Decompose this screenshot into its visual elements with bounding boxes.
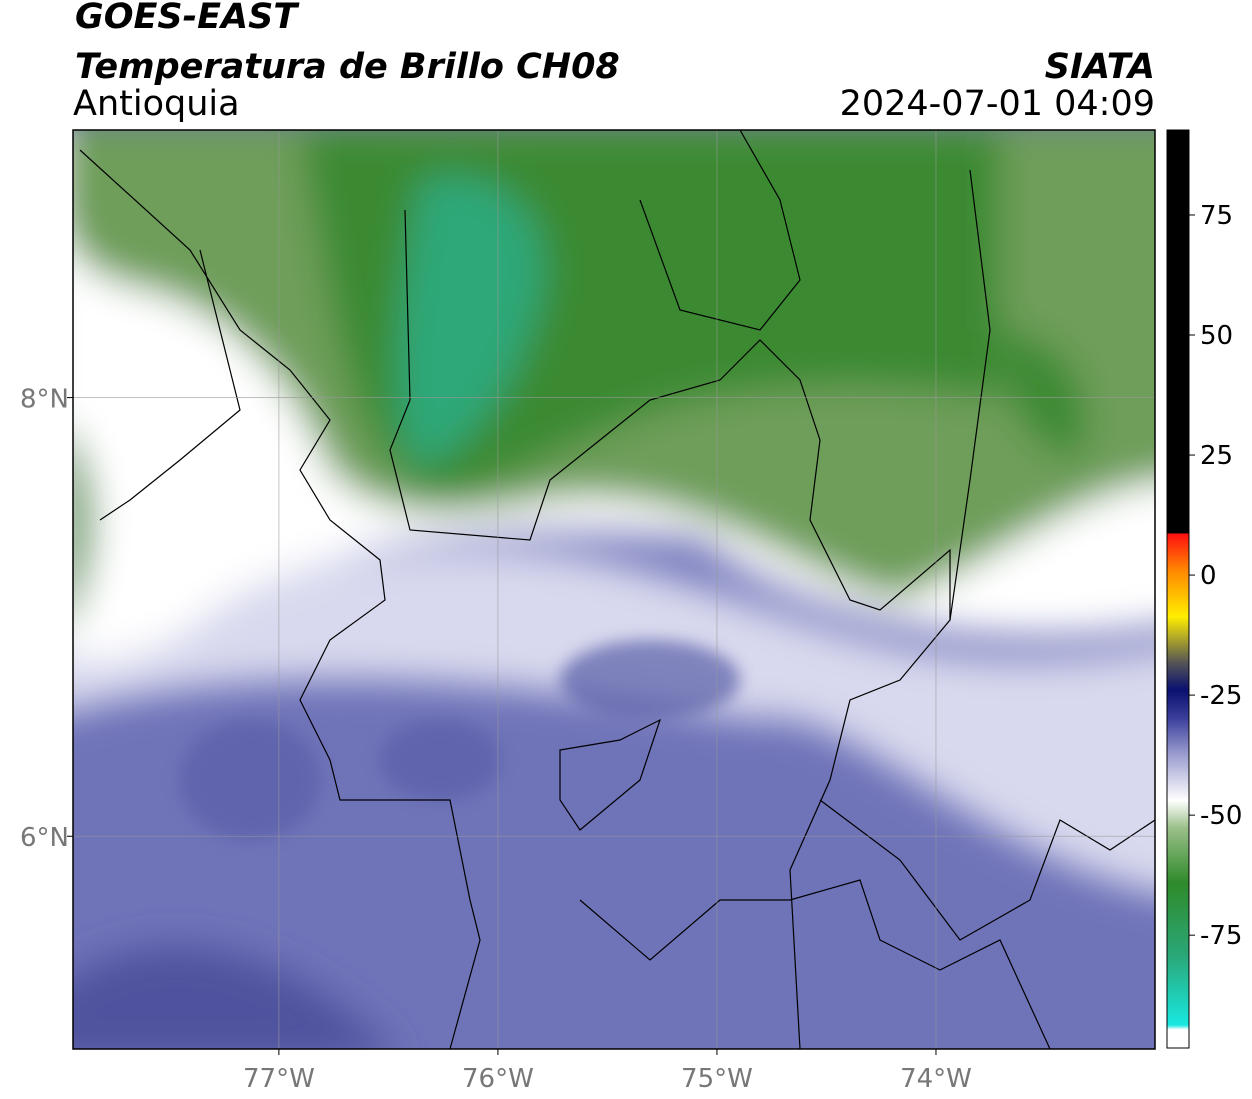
borders (79, 130, 1155, 1049)
colorbar-label: -75 (1200, 921, 1242, 951)
colorbar-label: 75 (1200, 201, 1233, 231)
colorbar-label: 25 (1200, 441, 1233, 471)
colorbar-label: -25 (1200, 681, 1242, 711)
org: SIATA (1045, 47, 1155, 87)
colorbar-label: 50 (1200, 321, 1233, 351)
map-frame (72, 129, 1156, 1050)
imagery (73, 130, 1155, 1049)
y-tick-label: 8°N (20, 385, 69, 415)
datetime: 2024-07-01 04:09 (840, 84, 1155, 124)
y-tick-label: 6°N (20, 823, 69, 853)
x-tick-label: 74°W (900, 1064, 972, 1094)
title: Temperatura de Brillo CH08 (75, 47, 620, 87)
colorbar-label: 0 (1200, 561, 1217, 591)
x-tick-label: 76°W (462, 1064, 534, 1094)
x-tick-label: 77°W (243, 1064, 315, 1094)
region: Antioquia (73, 84, 240, 124)
colorbar (1166, 129, 1190, 1049)
grid (73, 130, 1155, 1049)
x-tick-label: 75°W (681, 1064, 753, 1094)
source: GOES-EAST (75, 0, 300, 37)
colorbar-label: -50 (1200, 801, 1242, 831)
